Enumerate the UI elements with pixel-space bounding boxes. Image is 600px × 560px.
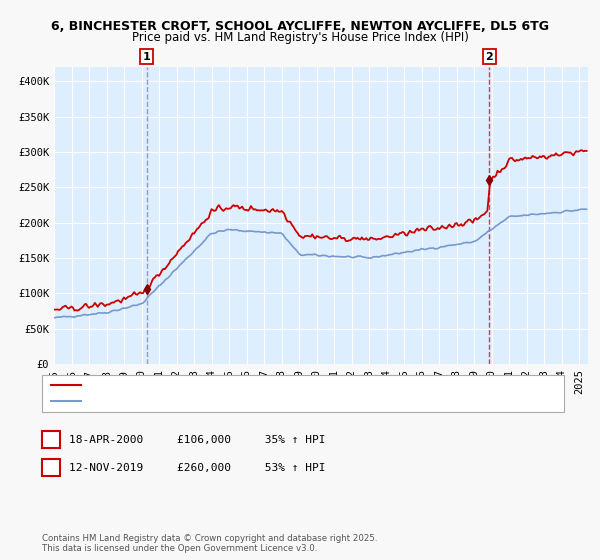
Text: Contains HM Land Registry data © Crown copyright and database right 2025.
This d: Contains HM Land Registry data © Crown c… — [42, 534, 377, 553]
Text: 18-APR-2000     £106,000     35% ↑ HPI: 18-APR-2000 £106,000 35% ↑ HPI — [69, 435, 325, 445]
Text: 6, BINCHESTER CROFT, SCHOOL AYCLIFFE, NEWTON AYCLIFFE, DL5 6TG (detached house): 6, BINCHESTER CROFT, SCHOOL AYCLIFFE, NE… — [87, 380, 551, 390]
Text: 2: 2 — [47, 461, 55, 474]
Text: 1: 1 — [143, 52, 151, 62]
Text: HPI: Average price, detached house, County Durham: HPI: Average price, detached house, Coun… — [87, 396, 375, 407]
Text: Price paid vs. HM Land Registry's House Price Index (HPI): Price paid vs. HM Land Registry's House … — [131, 31, 469, 44]
Text: 12-NOV-2019     £260,000     53% ↑ HPI: 12-NOV-2019 £260,000 53% ↑ HPI — [69, 463, 325, 473]
Text: 2: 2 — [485, 52, 493, 62]
Text: 6, BINCHESTER CROFT, SCHOOL AYCLIFFE, NEWTON AYCLIFFE, DL5 6TG: 6, BINCHESTER CROFT, SCHOOL AYCLIFFE, NE… — [51, 20, 549, 32]
Text: 1: 1 — [47, 433, 55, 446]
